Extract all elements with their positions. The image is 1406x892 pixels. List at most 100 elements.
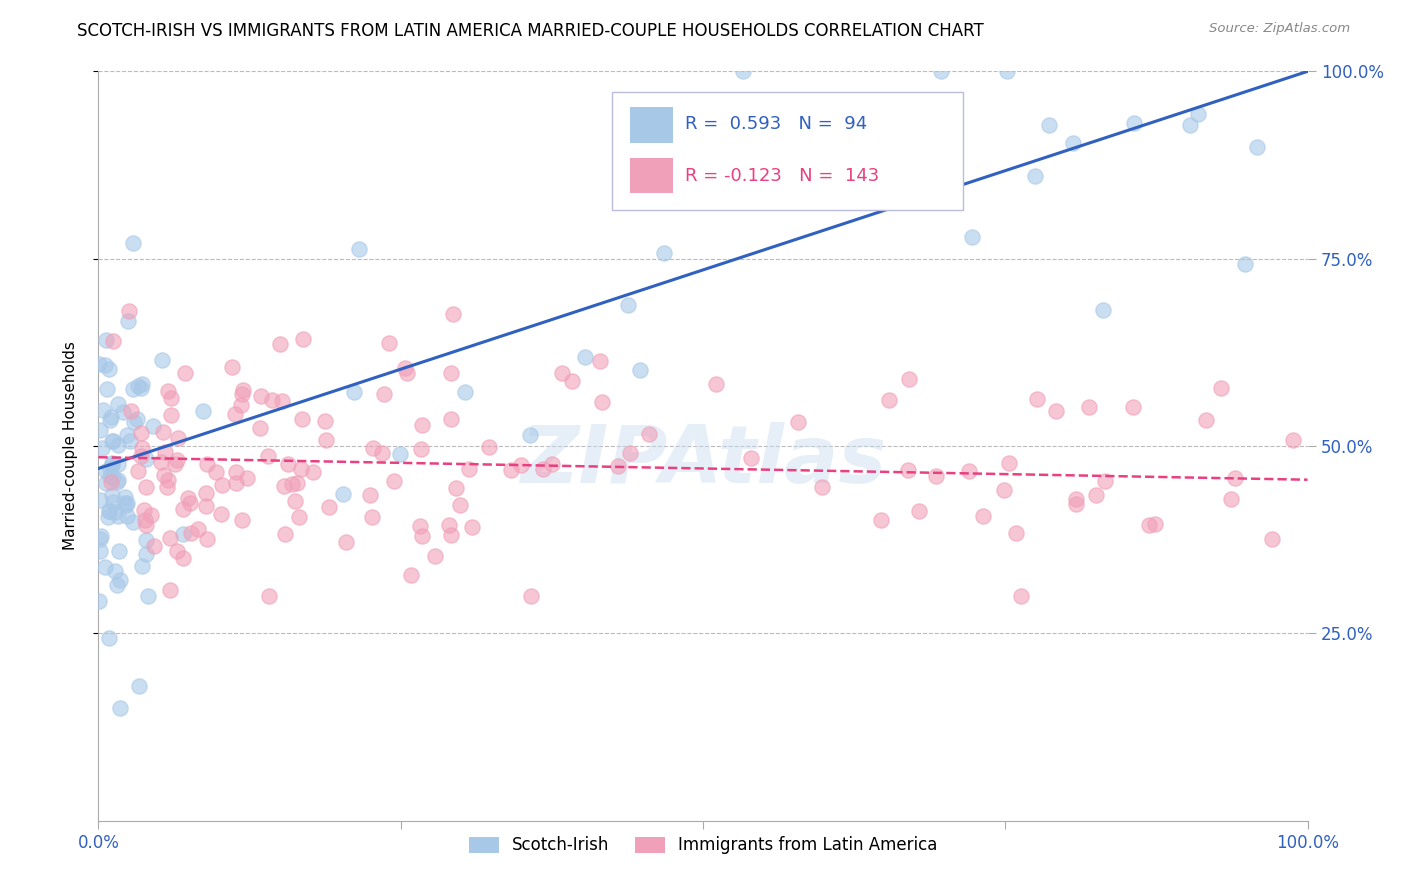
- Point: [100, 475, 122, 489]
- Point: [591, 394, 613, 409]
- Point: [174, 366, 197, 380]
- Point: [122, 235, 145, 250]
- Point: [250, 389, 273, 403]
- Point: [150, 352, 173, 367]
- Point: [91, 403, 114, 417]
- Point: [449, 498, 471, 512]
- Point: [105, 475, 128, 489]
- Point: [108, 544, 131, 558]
- Point: [281, 477, 304, 491]
- Point: [361, 441, 384, 455]
- Point: [998, 457, 1021, 471]
- Point: [273, 479, 295, 493]
- Point: [1187, 106, 1209, 120]
- Point: [172, 501, 194, 516]
- Point: [652, 246, 675, 260]
- Point: [1137, 518, 1160, 533]
- Point: [360, 509, 382, 524]
- Point: [89, 424, 111, 438]
- Point: [195, 485, 218, 500]
- Point: [811, 480, 834, 494]
- Point: [270, 393, 292, 408]
- Point: [440, 412, 463, 426]
- Point: [165, 457, 187, 471]
- Point: [292, 333, 315, 347]
- Point: [284, 494, 307, 508]
- Point: [394, 361, 416, 376]
- Point: [269, 337, 291, 351]
- Point: [115, 498, 138, 512]
- Point: [129, 426, 152, 441]
- Point: [520, 589, 543, 603]
- Point: [478, 440, 501, 454]
- Point: [89, 357, 111, 371]
- Point: [931, 64, 953, 78]
- Y-axis label: Married-couple Households: Married-couple Households: [63, 342, 77, 550]
- Point: [89, 493, 111, 508]
- Point: [107, 397, 129, 411]
- Point: [97, 362, 120, 376]
- Point: [1024, 169, 1046, 184]
- Point: [94, 464, 117, 478]
- Point: [287, 510, 309, 524]
- Point: [332, 487, 354, 501]
- Point: [156, 479, 179, 493]
- Point: [995, 64, 1018, 78]
- Point: [98, 461, 121, 475]
- Point: [110, 574, 132, 588]
- Point: [509, 458, 531, 472]
- Point: [399, 567, 422, 582]
- Point: [908, 504, 931, 518]
- Point: [153, 445, 176, 459]
- Point: [1045, 404, 1067, 418]
- Point: [256, 450, 278, 464]
- Text: Source: ZipAtlas.com: Source: ZipAtlas.com: [1209, 22, 1350, 36]
- Point: [277, 458, 299, 472]
- Point: [107, 509, 129, 524]
- Point: [1178, 118, 1201, 132]
- Point: [135, 480, 157, 494]
- Point: [740, 450, 762, 465]
- Point: [89, 593, 111, 607]
- Point: [159, 409, 181, 423]
- Point: [290, 462, 312, 476]
- Point: [211, 478, 233, 492]
- Point: [153, 468, 176, 483]
- Text: SCOTCH-IRISH VS IMMIGRANTS FROM LATIN AMERICA MARRIED-COUPLE HOUSEHOLDS CORRELAT: SCOTCH-IRISH VS IMMIGRANTS FROM LATIN AM…: [77, 22, 984, 40]
- Point: [1223, 471, 1246, 485]
- Point: [100, 434, 122, 448]
- Point: [1084, 488, 1107, 502]
- Point: [100, 409, 122, 424]
- Point: [112, 405, 135, 419]
- Point: [134, 513, 156, 527]
- Point: [960, 230, 983, 244]
- Point: [458, 461, 481, 475]
- Point: [221, 360, 243, 375]
- Point: [104, 505, 127, 519]
- Point: [117, 509, 139, 524]
- Point: [1209, 381, 1232, 395]
- Point: [870, 513, 893, 527]
- FancyBboxPatch shape: [613, 92, 963, 210]
- Point: [101, 334, 124, 349]
- Point: [125, 412, 148, 426]
- Point: [135, 533, 157, 547]
- Text: R =  0.593   N =  94: R = 0.593 N = 94: [685, 115, 868, 133]
- Point: [112, 496, 135, 510]
- Point: [972, 509, 994, 524]
- Point: [194, 499, 217, 513]
- Point: [129, 381, 152, 395]
- Point: [166, 431, 188, 445]
- Point: [1038, 118, 1060, 132]
- FancyBboxPatch shape: [630, 106, 672, 143]
- Point: [561, 374, 583, 388]
- Point: [441, 307, 464, 321]
- Point: [135, 547, 157, 561]
- Point: [191, 404, 214, 418]
- Point: [274, 527, 297, 541]
- Point: [100, 457, 122, 471]
- Point: [114, 491, 136, 505]
- Point: [377, 336, 399, 351]
- Point: [1077, 400, 1099, 414]
- Point: [187, 522, 209, 536]
